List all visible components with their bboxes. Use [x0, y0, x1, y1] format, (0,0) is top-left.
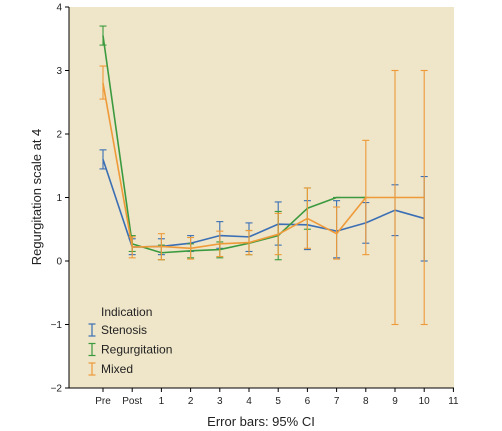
y-tick-label: 1	[56, 193, 62, 204]
error-bar	[99, 149, 107, 170]
x-tick-label: 4	[246, 396, 252, 407]
axes	[68, 7, 454, 389]
legend-label: Mixed	[101, 362, 133, 376]
legend-entry-mixed: Mixed	[88, 362, 133, 376]
error-bar	[333, 206, 341, 260]
legend-errorbar-icon	[88, 342, 96, 357]
error-bar	[420, 69, 428, 326]
legend-title: Indication	[101, 305, 152, 319]
x-tick-label: 6	[305, 396, 311, 407]
legend-label: Stenosis	[101, 323, 147, 337]
x-tick-label: 7	[334, 396, 340, 407]
legend-entry-regurgitation: Regurgitation	[88, 342, 172, 357]
legend-errorbar-icon	[88, 362, 96, 376]
x-tick-label: 9	[392, 396, 398, 407]
x-tick-label: 10	[419, 396, 431, 407]
axis-ticks: −2 −1 0 1 2 3 4 Pre Post 1 2 3 4 5 6 7 8 9 10 11	[51, 3, 459, 408]
series-mixed	[99, 65, 428, 326]
error-bar	[99, 25, 107, 46]
x-tick-label: Pre	[95, 396, 111, 407]
series-line	[102, 35, 366, 254]
error-bar	[274, 212, 282, 256]
y-tick-label: −1	[51, 320, 63, 331]
series-line	[102, 83, 425, 250]
series-layer	[99, 25, 428, 326]
x-tick-label: 1	[159, 396, 165, 407]
legend-errorbar-icon	[88, 323, 96, 337]
y-tick-label: 4	[56, 3, 62, 14]
error-bar	[362, 139, 370, 256]
error-bar	[216, 230, 224, 258]
error-bar	[303, 187, 311, 249]
error-bar	[99, 65, 107, 100]
legend-label: Regurgitation	[101, 343, 172, 357]
legend-entry-stenosis: Stenosis	[88, 323, 147, 337]
legend: Indication Stenosis Regurgitation Mixed	[88, 305, 172, 376]
y-tick-label: 2	[56, 130, 62, 141]
error-bar	[391, 69, 399, 326]
y-tick-label: 3	[56, 66, 62, 77]
x-tick-label: 11	[448, 396, 459, 407]
x-tick-label: 5	[275, 396, 281, 407]
x-axis-title: Error bars: 95% CI	[207, 414, 315, 429]
error-bar	[157, 233, 165, 261]
y-tick-label: 0	[56, 257, 62, 268]
x-tick-label: 8	[363, 396, 369, 407]
error-bar	[187, 236, 195, 260]
error-bar	[245, 229, 253, 256]
x-tick-label: 3	[217, 396, 223, 407]
error-bar	[128, 236, 136, 259]
y-axis-title: Regurgitation scale at 4	[29, 129, 44, 266]
y-tick-label: −2	[51, 384, 63, 395]
x-tick-label: Post	[122, 396, 142, 407]
x-tick-label: 2	[188, 396, 194, 407]
